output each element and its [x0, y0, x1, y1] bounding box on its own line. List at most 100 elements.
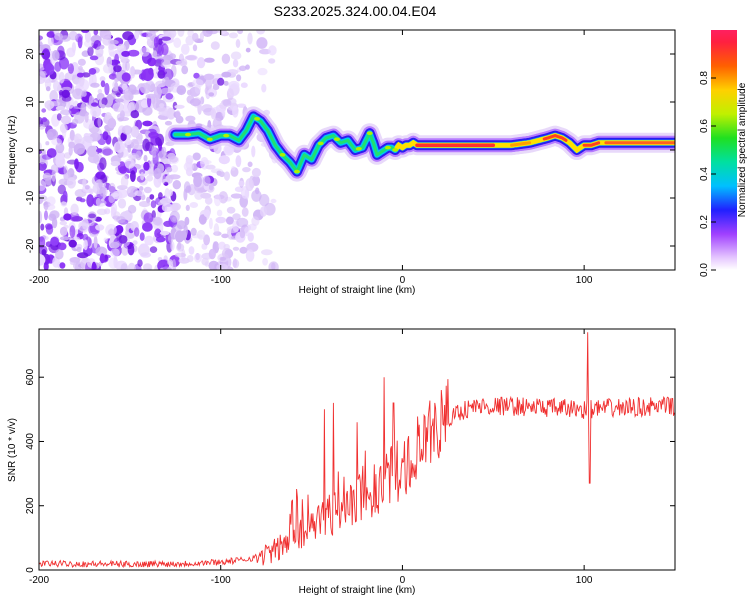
spectrogram-noise-blob	[235, 155, 242, 168]
snr-x-axis: -200 -100 0 100	[29, 329, 593, 586]
spectrogram-y-tick-label: -10	[25, 190, 36, 205]
spectrogram-noise-blob	[204, 196, 213, 205]
spectrogram-noise-blob	[195, 185, 205, 194]
spectrogram-noise-blob	[41, 108, 47, 113]
spectrogram-noise-blob	[247, 232, 254, 242]
spectrogram-noise-blob	[262, 258, 268, 266]
colorbar-tick-label: 0.6	[699, 119, 710, 133]
spectrogram-noise-blob	[39, 35, 43, 41]
spectrogram-noise-blob	[127, 49, 140, 57]
spectrogram-noise-blob	[179, 58, 188, 67]
spectrogram-noise-blob	[154, 228, 162, 239]
spectrogram-noise-blob	[139, 232, 145, 241]
spectrogram-noise-blob	[129, 89, 141, 95]
spectrogram-noise-blob	[225, 216, 234, 225]
spectrogram-noise-blob	[159, 103, 165, 108]
spectrogram-noise-blob	[76, 246, 82, 253]
spectrogram-noise-blob	[58, 178, 70, 186]
spectrogram-noise-blob	[251, 216, 260, 227]
spectrogram-noise-blob	[141, 68, 154, 81]
spectrogram-noise-blob	[221, 53, 231, 64]
spectrogram-noise-blob	[138, 201, 151, 208]
spectrogram-noise-blob	[224, 171, 230, 181]
spectrogram-noise-blob	[95, 197, 101, 207]
spectrogram-noise-blob	[226, 206, 236, 214]
spectrogram-noise-blob	[123, 90, 133, 101]
spectrogram-noise-blob	[142, 120, 153, 127]
spectrogram-noise-blob	[51, 170, 56, 182]
spectrogram-noise-blob	[78, 65, 83, 71]
spectrogram-noise-blob	[39, 236, 46, 249]
spectrogram-noise-blob	[60, 109, 72, 116]
spectrogram-noise-blob	[102, 131, 109, 141]
spectrogram-noise-blob	[114, 81, 119, 90]
spectrogram-noise-blob	[132, 240, 138, 246]
spectrogram-noise-blob	[236, 74, 242, 82]
spectrogram-scatter	[39, 30, 280, 270]
spectrogram-noise-blob	[142, 106, 153, 116]
spectrogram-noise-blob	[69, 225, 76, 239]
spectrogram-noise-blob	[72, 88, 84, 100]
spectrogram-noise-blob	[82, 233, 89, 242]
spectrogram-noise-blob	[39, 124, 46, 130]
spectrogram-noise-blob	[259, 206, 268, 217]
spectrogram-noise-blob	[170, 241, 175, 251]
spectrogram-noise-blob	[146, 175, 154, 182]
spectrogram-noise-blob	[113, 65, 122, 73]
spectrogram-noise-blob	[172, 180, 181, 190]
spectrogram-noise-blob	[205, 164, 216, 170]
spectrogram-noise-blob	[171, 202, 181, 211]
spectrogram-noise-blob	[119, 166, 127, 174]
spectrogram-noise-blob	[115, 98, 124, 103]
spectrogram-noise-blob	[242, 167, 251, 173]
spectrogram-noise-blob	[134, 30, 140, 40]
spectrogram-noise-blob	[236, 217, 249, 228]
spectrogram-noise-blob	[68, 30, 78, 41]
spectrogram-noise-blob	[234, 186, 244, 193]
spectrogram-noise-blob	[139, 82, 152, 94]
spectrogram-noise-blob	[222, 99, 232, 107]
spectrogram-noise-blob	[127, 204, 137, 214]
spectrogram-ridge-hotspot	[279, 153, 286, 157]
spectrogram-noise-blob	[47, 131, 54, 141]
spectrogram-noise-blob	[172, 216, 177, 222]
spectrogram-noise-blob	[109, 51, 115, 57]
spectrogram-noise-blob	[151, 145, 157, 158]
spectrogram-noise-blob	[161, 36, 172, 41]
spectrogram-y-axis: -20 -10 0 10 20	[25, 48, 675, 253]
spectrogram-noise-blob	[268, 45, 277, 56]
spectrogram-noise-blob	[140, 243, 148, 248]
colorbar-label: Normalized spectral amplitude	[737, 82, 748, 217]
snr-y-tick-label: 600	[25, 368, 36, 385]
spectrogram-noise-blob	[203, 234, 211, 246]
spectrogram-noise-blob	[43, 201, 49, 211]
spectrogram-noise-blob	[62, 190, 68, 202]
spectrogram-noise-blob	[83, 119, 94, 129]
spectrogram-noise-blob	[156, 58, 165, 64]
spectrogram-noise-blob	[81, 90, 87, 97]
spectrogram-noise-blob	[71, 42, 76, 53]
spectrogram-noise-blob	[164, 120, 173, 126]
spectrogram-noise-blob	[39, 211, 43, 224]
spectrogram-noise-blob	[192, 78, 204, 88]
spectrogram-noise-blob	[184, 216, 190, 226]
spectrogram-noise-blob	[39, 70, 48, 76]
spectrogram-noise-blob	[42, 48, 50, 60]
spectrogram-noise-blob	[251, 189, 262, 202]
spectrogram-noise-blob	[232, 59, 239, 68]
spectrogram-noise-blob	[217, 77, 225, 86]
spectrogram-noise-blob	[81, 30, 90, 33]
snr-panel: -200 -100 0 100 0 200 400 600 Height of straig…	[7, 328, 676, 596]
spectrogram-noise-blob	[185, 115, 196, 122]
spectrogram-noise-blob	[117, 198, 127, 209]
spectrogram-noise-blob	[164, 181, 169, 186]
spectrogram-noise-blob	[84, 112, 89, 123]
spectrogram-noise-blob	[68, 141, 76, 149]
spectrogram-noise-blob	[251, 145, 256, 158]
spectrogram-noise-blob	[210, 108, 217, 120]
spectrogram-noise-blob	[146, 267, 152, 270]
spectrogram-noise-blob	[49, 210, 60, 220]
spectrogram-noise-blob	[143, 154, 148, 162]
spectrogram-noise-blob	[42, 172, 52, 181]
spectrogram-noise-blob	[121, 50, 130, 57]
